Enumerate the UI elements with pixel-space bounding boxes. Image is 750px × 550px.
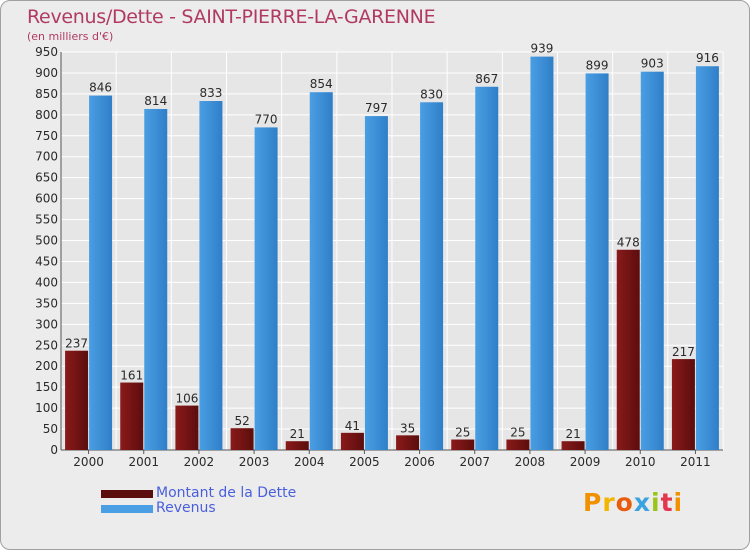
bar-revenue-2002	[199, 101, 223, 450]
bar-revenue-2001	[144, 108, 168, 451]
label-debt-2005: 41	[345, 419, 360, 433]
label-debt-2001: 161	[120, 369, 143, 383]
bar-debt-2006	[396, 435, 420, 450]
y-tick-label: 850	[35, 87, 58, 101]
y-tick-label: 600	[35, 192, 58, 206]
chart-title: Revenus/Dette - SAINT-PIERRE-LA-GARENNE	[27, 6, 436, 28]
bar-revenue-2000	[89, 95, 113, 450]
label-debt-2011: 217	[672, 345, 695, 359]
legend-swatch-revenue	[101, 505, 153, 513]
bar-debt-2005	[340, 432, 364, 450]
bar-debt-2004	[285, 441, 309, 450]
bar-revenue-2008	[530, 56, 554, 450]
legend-label-debt: Montant de la Dette	[156, 485, 297, 501]
y-tick-label: 650	[35, 171, 58, 185]
label-revenue-2004: 854	[310, 77, 333, 91]
bar-debt-2011	[671, 359, 695, 450]
x-tick-label-2001: 2001	[128, 455, 159, 469]
label-debt-2008: 25	[510, 426, 525, 440]
bar-revenue-2004	[309, 92, 333, 451]
label-revenue-2009: 899	[586, 58, 609, 72]
label-revenue-2008: 939	[530, 42, 553, 56]
y-tick-label: 100	[35, 401, 58, 415]
label-revenue-2000: 846	[89, 81, 112, 95]
bar-revenue-2006	[420, 102, 444, 450]
x-tick-label-2010: 2010	[625, 455, 656, 469]
y-tick-label: 150	[35, 380, 58, 394]
bar-debt-2009	[561, 441, 585, 450]
label-debt-2002: 106	[175, 392, 198, 406]
y-tick-label: 550	[35, 213, 58, 227]
x-tick-label-2008: 2008	[515, 455, 546, 469]
label-revenue-2003: 770	[255, 112, 278, 126]
chart-subtitle: (en milliers d'€)	[27, 30, 114, 43]
bar-debt-2010	[616, 249, 640, 450]
x-tick-label-2004: 2004	[294, 455, 325, 469]
y-tick-label: 450	[35, 254, 58, 268]
label-revenue-2006: 830	[420, 87, 443, 101]
x-tick-label-2003: 2003	[239, 455, 270, 469]
bar-debt-2002	[175, 405, 199, 450]
label-debt-2006: 35	[400, 421, 415, 435]
bar-revenue-2011	[695, 66, 719, 451]
label-debt-2003: 52	[234, 414, 249, 428]
label-debt-2009: 21	[565, 427, 580, 441]
x-tick-label-2005: 2005	[349, 455, 380, 469]
x-tick-label-2007: 2007	[459, 455, 490, 469]
bar-debt-2008	[506, 439, 530, 450]
proxiti-logo[interactable]: Proxiti	[583, 488, 684, 517]
label-debt-2004: 21	[290, 427, 305, 441]
bar-debt-2003	[230, 428, 254, 450]
label-revenue-2011: 916	[696, 51, 719, 65]
y-tick-label: 500	[35, 234, 58, 248]
y-tick-label: 750	[35, 129, 58, 143]
y-tick-label: 400	[35, 275, 58, 289]
label-revenue-2007: 867	[475, 72, 498, 86]
bar-revenue-2003	[254, 127, 278, 451]
x-tick-label-2002: 2002	[184, 455, 215, 469]
bar-revenue-2009	[585, 73, 609, 450]
x-tick-label-2006: 2006	[404, 455, 435, 469]
y-tick-label: 950	[35, 45, 58, 59]
bar-debt-2000	[65, 350, 89, 450]
y-tick-label: 350	[35, 296, 58, 310]
label-debt-2010: 478	[617, 236, 640, 250]
x-tick-label-2011: 2011	[680, 455, 711, 469]
bar-revenue-2007	[475, 86, 499, 450]
label-debt-2000: 237	[65, 337, 88, 351]
x-tick-label-2000: 2000	[73, 455, 104, 469]
label-revenue-2005: 797	[365, 101, 388, 115]
y-tick-label: 0	[50, 443, 58, 457]
y-tick-label: 300	[35, 317, 58, 331]
y-tick-label: 700	[35, 150, 58, 164]
y-tick-label: 250	[35, 338, 58, 352]
label-revenue-2010: 903	[641, 57, 664, 71]
label-revenue-2002: 833	[199, 86, 222, 100]
y-tick-label: 800	[35, 108, 58, 122]
y-tick-label: 200	[35, 359, 58, 373]
bar-revenue-2010	[640, 71, 664, 451]
bar-revenue-2005	[364, 116, 388, 451]
legend-swatch-debt	[101, 490, 153, 498]
bar-debt-2007	[451, 439, 475, 450]
label-debt-2007: 25	[455, 426, 470, 440]
label-revenue-2001: 814	[144, 94, 167, 108]
x-tick-label-2009: 2009	[570, 455, 601, 469]
y-tick-label: 900	[35, 66, 58, 80]
legend-label-revenue: Revenus	[156, 500, 216, 516]
bar-debt-2001	[120, 382, 144, 450]
y-tick-label: 50	[43, 422, 58, 436]
